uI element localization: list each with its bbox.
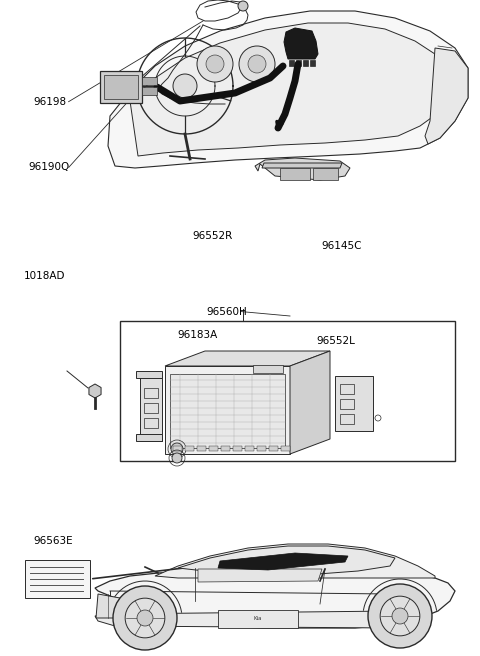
Bar: [269, 446, 278, 451]
Bar: [340, 384, 354, 394]
Circle shape: [113, 586, 177, 650]
Bar: [185, 446, 194, 451]
Text: 1018AD: 1018AD: [24, 270, 65, 281]
Polygon shape: [136, 434, 162, 441]
Text: 96145C: 96145C: [322, 241, 362, 251]
Polygon shape: [89, 384, 101, 398]
Polygon shape: [255, 158, 350, 180]
Bar: [335, 376, 373, 431]
Text: 96552R: 96552R: [192, 231, 232, 241]
Circle shape: [368, 584, 432, 648]
Bar: [296, 60, 301, 66]
Bar: [280, 168, 310, 180]
Circle shape: [173, 74, 197, 98]
Polygon shape: [290, 351, 330, 454]
Bar: [313, 168, 338, 180]
Polygon shape: [393, 610, 415, 624]
Polygon shape: [95, 611, 412, 628]
Polygon shape: [218, 553, 348, 570]
Polygon shape: [198, 569, 322, 582]
Bar: [140, 376, 162, 441]
Circle shape: [206, 55, 224, 73]
Circle shape: [392, 608, 408, 624]
Circle shape: [248, 55, 266, 73]
Polygon shape: [262, 163, 342, 168]
Polygon shape: [108, 11, 468, 168]
Polygon shape: [165, 351, 330, 366]
Bar: [209, 446, 218, 451]
Polygon shape: [130, 23, 452, 156]
Bar: [340, 414, 354, 424]
Bar: [289, 60, 294, 66]
Polygon shape: [284, 28, 318, 59]
Bar: [25, 560, 90, 598]
Bar: [142, 77, 157, 85]
Polygon shape: [96, 594, 120, 618]
Bar: [173, 446, 182, 451]
Text: 96198: 96198: [34, 96, 67, 107]
Text: 96560H: 96560H: [206, 306, 247, 317]
Circle shape: [172, 453, 182, 463]
Text: 96552L: 96552L: [317, 336, 356, 346]
Circle shape: [125, 598, 165, 638]
Polygon shape: [136, 371, 162, 378]
Bar: [120, 321, 455, 461]
Circle shape: [238, 1, 248, 11]
Polygon shape: [425, 48, 468, 144]
Bar: [233, 446, 242, 451]
Polygon shape: [165, 366, 290, 454]
Polygon shape: [170, 374, 285, 448]
Bar: [245, 446, 254, 451]
Bar: [303, 60, 308, 66]
Bar: [253, 365, 283, 373]
Polygon shape: [178, 546, 395, 575]
Text: 96563E: 96563E: [34, 536, 73, 546]
Circle shape: [239, 46, 275, 82]
Text: 96183A: 96183A: [178, 329, 218, 340]
Bar: [144, 418, 158, 428]
Bar: [197, 446, 206, 451]
Bar: [281, 446, 290, 451]
Bar: [221, 446, 230, 451]
Polygon shape: [155, 544, 435, 578]
Text: Kia: Kia: [254, 617, 262, 621]
Text: 96190Q: 96190Q: [29, 162, 70, 173]
Polygon shape: [95, 568, 455, 628]
Bar: [100, 71, 142, 103]
Bar: [310, 60, 315, 66]
Circle shape: [171, 443, 183, 455]
Bar: [104, 75, 138, 99]
Bar: [340, 399, 354, 409]
Circle shape: [197, 46, 233, 82]
Bar: [257, 446, 266, 451]
Bar: [142, 87, 157, 95]
Bar: [144, 388, 158, 398]
Bar: [144, 403, 158, 413]
Circle shape: [380, 596, 420, 636]
Circle shape: [137, 610, 153, 626]
Bar: [218, 610, 298, 628]
